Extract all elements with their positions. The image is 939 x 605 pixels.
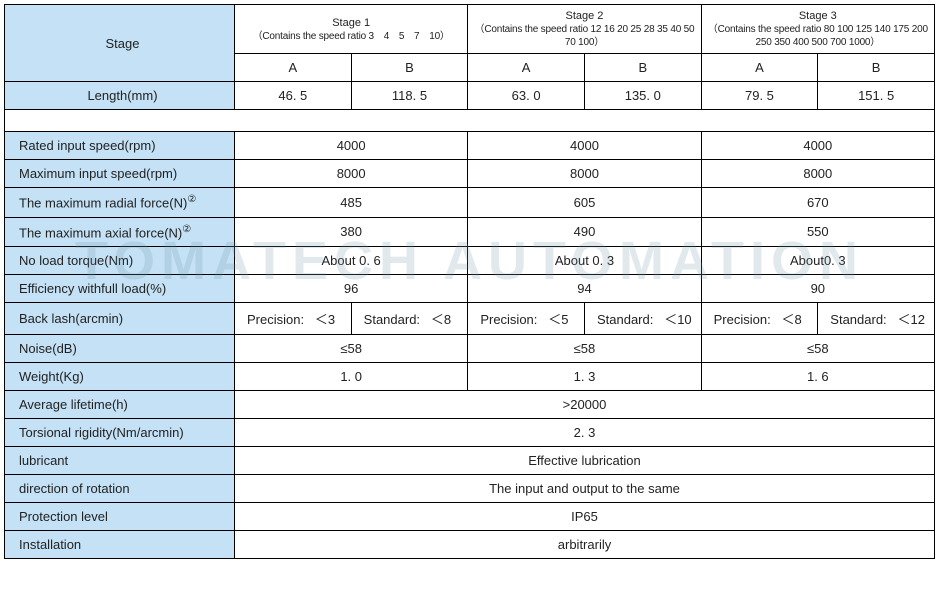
row-label: Noise(dB) bbox=[5, 334, 235, 362]
cell: 63. 0 bbox=[468, 82, 585, 110]
stage3-header: Stage 3 （Contains the speed ratio 80 100… bbox=[701, 5, 934, 54]
col-b: B bbox=[818, 54, 935, 82]
col-a: A bbox=[701, 54, 818, 82]
cell: 2. 3 bbox=[235, 418, 935, 446]
cell: 4000 bbox=[701, 132, 934, 160]
cell: 1. 6 bbox=[701, 362, 934, 390]
table-row: Installation arbitrarily bbox=[5, 530, 935, 558]
table-row: No load torque(Nm) About 0. 6 About 0. 3… bbox=[5, 246, 935, 274]
cell: 550 bbox=[701, 217, 934, 246]
row-label: lubricant bbox=[5, 446, 235, 474]
cell: 485 bbox=[235, 188, 468, 217]
cell: 490 bbox=[468, 217, 701, 246]
cell: 8000 bbox=[235, 160, 468, 188]
table-row: Maximum input speed(rpm) 8000 8000 8000 bbox=[5, 160, 935, 188]
cell: ≤58 bbox=[468, 334, 701, 362]
row-label: Protection level bbox=[5, 502, 235, 530]
cell: 380 bbox=[235, 217, 468, 246]
row-label: Rated input speed(rpm) bbox=[5, 132, 235, 160]
table-row: Noise(dB) ≤58 ≤58 ≤58 bbox=[5, 334, 935, 362]
cell: 90 bbox=[701, 274, 934, 302]
row-label: No load torque(Nm) bbox=[5, 246, 235, 274]
spec-table: Stage Stage 1 （Contains the speed ratio … bbox=[4, 4, 935, 559]
table-row: Protection level IP65 bbox=[5, 502, 935, 530]
cell: 670 bbox=[701, 188, 934, 217]
row-label: Efficiency withfull load(%) bbox=[5, 274, 235, 302]
cell: 151. 5 bbox=[818, 82, 935, 110]
row-label: Maximum input speed(rpm) bbox=[5, 160, 235, 188]
cell: Precision: ＜3 bbox=[235, 302, 352, 334]
cell: 118. 5 bbox=[351, 82, 468, 110]
cell: 605 bbox=[468, 188, 701, 217]
table-row: Torsional rigidity(Nm/arcmin) 2. 3 bbox=[5, 418, 935, 446]
row-label: Average lifetime(h) bbox=[5, 390, 235, 418]
length-label: Length(mm) bbox=[5, 82, 235, 110]
cell: The input and output to the same bbox=[235, 474, 935, 502]
stage1-header: Stage 1 （Contains the speed ratio 3 4 5 … bbox=[235, 5, 468, 54]
spacer-row bbox=[5, 110, 935, 132]
cell: 79. 5 bbox=[701, 82, 818, 110]
cell: Standard: ＜10 bbox=[584, 302, 701, 334]
cell: 1. 0 bbox=[235, 362, 468, 390]
table-row: direction of rotation The input and outp… bbox=[5, 474, 935, 502]
table-row: The maximum radial force(N)② 485 605 670 bbox=[5, 188, 935, 217]
row-label: Back lash(arcmin) bbox=[5, 302, 235, 334]
cell: Standard: ＜8 bbox=[351, 302, 468, 334]
row-label: The maximum radial force(N)② bbox=[5, 188, 235, 217]
row-label: Weight(Kg) bbox=[5, 362, 235, 390]
table-row: lubricant Effective lubrication bbox=[5, 446, 935, 474]
table-row: Rated input speed(rpm) 4000 4000 4000 bbox=[5, 132, 935, 160]
stage2-header: Stage 2 （Contains the speed ratio 12 16 … bbox=[468, 5, 701, 54]
table-row: The maximum axial force(N)② 380 490 550 bbox=[5, 217, 935, 246]
col-b: B bbox=[584, 54, 701, 82]
cell: IP65 bbox=[235, 502, 935, 530]
cell: 1. 3 bbox=[468, 362, 701, 390]
cell: 96 bbox=[235, 274, 468, 302]
cell: About 0. 3 bbox=[468, 246, 701, 274]
stage-header-label: Stage bbox=[5, 5, 235, 82]
row-label: Installation bbox=[5, 530, 235, 558]
table-row: Average lifetime(h) >20000 bbox=[5, 390, 935, 418]
cell: 4000 bbox=[468, 132, 701, 160]
col-b: B bbox=[351, 54, 468, 82]
col-a: A bbox=[235, 54, 352, 82]
cell: About0. 3 bbox=[701, 246, 934, 274]
cell: Precision: ＜8 bbox=[701, 302, 818, 334]
row-label: direction of rotation bbox=[5, 474, 235, 502]
cell: ≤58 bbox=[701, 334, 934, 362]
cell: Precision: ＜5 bbox=[468, 302, 585, 334]
table-row: Stage Stage 1 （Contains the speed ratio … bbox=[5, 5, 935, 54]
cell: 94 bbox=[468, 274, 701, 302]
cell: 4000 bbox=[235, 132, 468, 160]
row-label: Torsional rigidity(Nm/arcmin) bbox=[5, 418, 235, 446]
cell: Effective lubrication bbox=[235, 446, 935, 474]
table-row: Length(mm) 46. 5 118. 5 63. 0 135. 0 79.… bbox=[5, 82, 935, 110]
cell: Standard: ＜12 bbox=[818, 302, 935, 334]
cell: About 0. 6 bbox=[235, 246, 468, 274]
table-row: Weight(Kg) 1. 0 1. 3 1. 6 bbox=[5, 362, 935, 390]
cell: arbitrarily bbox=[235, 530, 935, 558]
cell: ≤58 bbox=[235, 334, 468, 362]
table-row: Back lash(arcmin) Precision: ＜3 Standard… bbox=[5, 302, 935, 334]
table-row: Efficiency withfull load(%) 96 94 90 bbox=[5, 274, 935, 302]
col-a: A bbox=[468, 54, 585, 82]
cell: >20000 bbox=[235, 390, 935, 418]
row-label: The maximum axial force(N)② bbox=[5, 217, 235, 246]
cell: 8000 bbox=[468, 160, 701, 188]
cell: 8000 bbox=[701, 160, 934, 188]
cell: 135. 0 bbox=[584, 82, 701, 110]
cell: 46. 5 bbox=[235, 82, 352, 110]
